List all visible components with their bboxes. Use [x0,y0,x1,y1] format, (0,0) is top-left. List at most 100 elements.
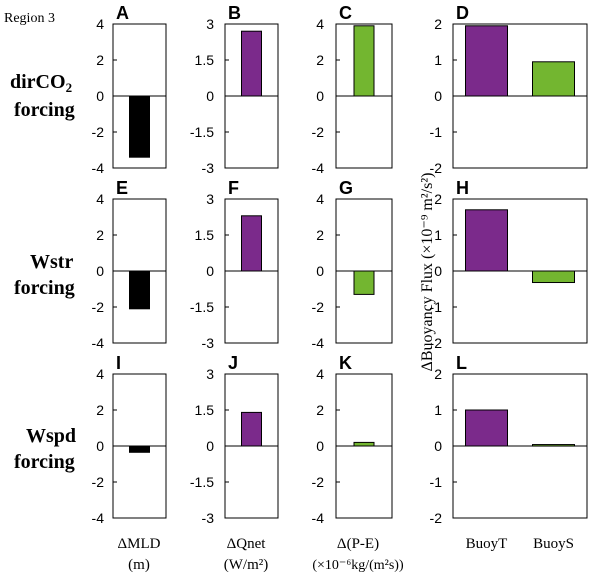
row-label-3-line2: forcing [14,451,75,473]
region-label: Region 3 [4,11,55,26]
panel-l-tick-label: 1 [434,402,442,418]
col-label-mld-line2: (m) [128,557,150,573]
panel-g-tick-label: 0 [316,263,324,279]
panel-a-letter: A [116,3,129,23]
row-label-2-line1: Wstr [30,251,73,273]
panel-g-tick-label: -2 [312,299,325,315]
panel-b-tick-label: -3 [202,160,215,176]
panel-l-tick-label: 2 [434,366,442,382]
panel-a-tick-label: 2 [96,52,104,68]
panel-j-tick-label: -3 [202,510,215,526]
panel-c-tick-label: -4 [312,160,325,176]
panel-k-tick-label: -2 [312,474,325,490]
col-label-pe-line2: (×10⁻⁶kg/(m²s)) [312,558,404,573]
panel-a-tick-label: 4 [96,16,104,32]
panel-j-bar-1 [241,411,262,447]
panel-k-tick-label: -4 [312,510,325,526]
panel-j-letter: J [228,353,238,373]
panel-e-letter: E [116,178,128,198]
panel-f-tick-label: 0 [206,263,214,279]
panel-i-tick-label: -4 [92,510,105,526]
panel-c-letter: C [339,3,352,23]
col-label-qnet-line2: (W/m²) [224,557,268,573]
panel-c-tick-label: 2 [316,52,324,68]
panel-j-tick-label: 3 [206,366,214,382]
panel-i-bar-1 [129,445,150,453]
panel-l-tick-label: 0 [434,438,442,454]
panel-f-tick-label: -3 [202,335,215,351]
panel-i-tick-label: 2 [96,402,104,418]
panel-h-tick-label: 1 [434,227,442,243]
panel-l-category-label: BuoyS [533,536,574,552]
panel-j-tick-label: 1.5 [195,402,215,418]
panel-d-bar-1 [465,25,508,97]
panel-a-tick-label: 0 [96,88,104,104]
panel-a-tick-label: -2 [92,124,105,140]
panel-b-letter: B [228,3,241,23]
panel-e-tick-label: 0 [96,263,104,279]
panel-k-letter: K [339,353,352,373]
panel-i-letter: I [116,353,121,373]
panel-g-bar-1 [353,270,375,295]
panel-a-tick-label: -4 [92,160,105,176]
col-label-mld-line1: ΔMLD [118,536,161,552]
panel-e-bar-1 [129,270,150,310]
row-label-1-line2: forcing [14,99,75,121]
panel-h-bar-2 [532,270,575,284]
panel-d-tick-label: 2 [434,16,442,32]
panel-d-letter: D [456,3,469,23]
panel-a-bar-1 [129,95,150,158]
panel-c-tick-label: 4 [316,16,324,32]
panel-g-tick-label: -4 [312,335,325,351]
buoyancy-flux-axis-label: ΔBuoyancy Flux (×10⁻⁹ m²/s²) [419,173,436,372]
panel-e-tick-label: -4 [92,335,105,351]
panel-b-bar-1 [241,30,262,97]
col-label-qnet-line1: ΔQnet [227,536,267,552]
row-label-3-line1: Wspd [26,425,76,447]
panel-g-tick-label: 2 [316,227,324,243]
row-label-1-text: dirCO [10,71,66,93]
col-label-pe-line1: Δ(P-E) [337,536,379,552]
panel-f-tick-label: -1.5 [190,299,214,315]
panel-l-bar-2 [532,444,575,447]
panel-f-tick-label: 3 [206,191,214,207]
panel-k-bar-1 [353,441,375,447]
row-label-2-line2: forcing [14,277,75,299]
panel-i-tick-label: -2 [92,474,105,490]
panel-l-letter: L [456,353,467,373]
panel-d-bar-2 [532,61,575,97]
row-label-1-line1: dirCO2 [10,71,72,95]
panel-e-tick-label: -2 [92,299,105,315]
panel-i-tick-label: 0 [96,438,104,454]
panel-e-tick-label: 2 [96,227,104,243]
panel-h-tick-label: 0 [434,263,442,279]
panel-d-tick-label: -2 [430,160,443,176]
panel-h-tick-label: -2 [430,335,443,351]
row-label-1-subscript: 2 [66,80,73,95]
panel-h-bar-1 [465,209,508,272]
panel-f-bar-1 [241,215,262,272]
panel-b-tick-label: -1.5 [190,124,214,140]
panel-c-tick-label: -2 [312,124,325,140]
panel-b-tick-label: 1.5 [195,52,215,68]
panel-g-tick-label: 4 [316,191,324,207]
panel-l-bar-1 [465,409,508,447]
panel-b-tick-label: 0 [206,88,214,104]
panel-l-category-label: BuoyT [466,536,508,552]
panel-d-tick-label: 1 [434,52,442,68]
panel-l-tick-label: -1 [430,474,443,490]
panel-b-tick-label: 3 [206,16,214,32]
panel-f-letter: F [228,178,239,198]
panel-k-tick-label: 0 [316,438,324,454]
panel-f-tick-label: 1.5 [195,227,215,243]
panel-i-tick-label: 4 [96,366,104,382]
panel-h-letter: H [456,178,469,198]
panel-c-tick-label: 0 [316,88,324,104]
panel-h-tick-label: 2 [434,191,442,207]
panel-l-tick-label: -2 [430,510,443,526]
panel-d-tick-label: 0 [434,88,442,104]
panel-d-tick-label: -1 [430,124,443,140]
panel-g-letter: G [339,178,353,198]
panel-k-tick-label: 2 [316,402,324,418]
